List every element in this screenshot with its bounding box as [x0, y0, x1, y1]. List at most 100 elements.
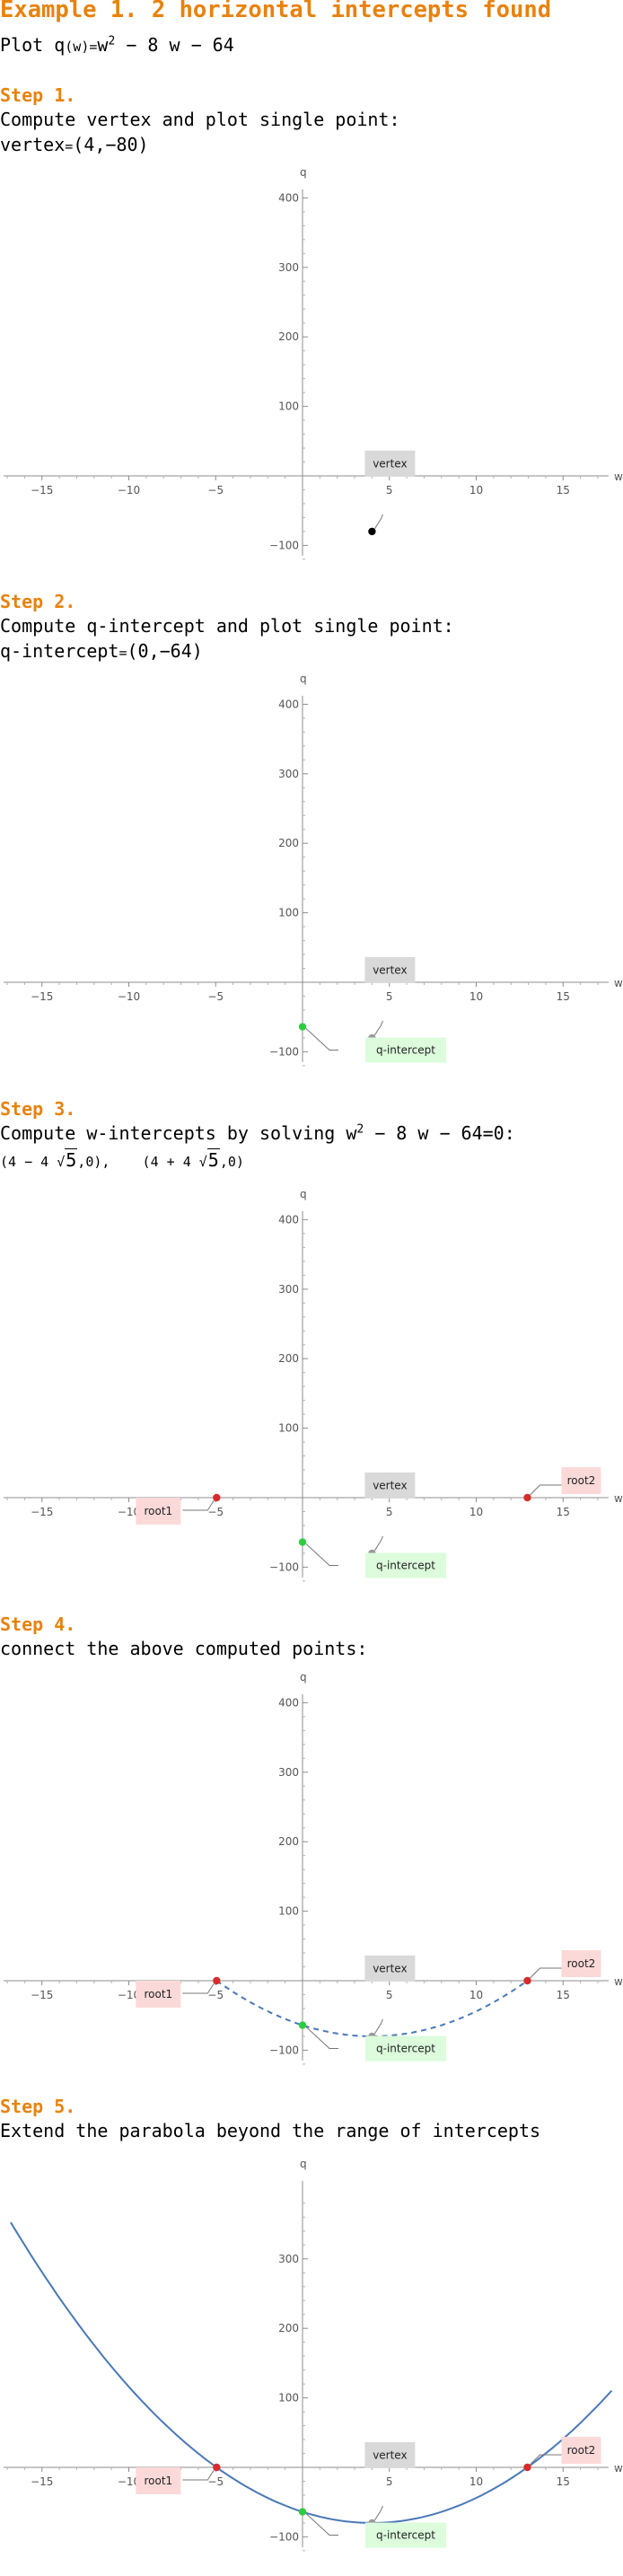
- x-tick-label: 15: [557, 2475, 570, 2488]
- vertex-label-box: [364, 450, 416, 477]
- x-tick-label: −5: [207, 484, 224, 497]
- root2-label: root2: [567, 2444, 596, 2457]
- y-tick-label: −100: [269, 2530, 299, 2543]
- x-tick-label: −15: [31, 484, 53, 497]
- y-tick-label: 200: [278, 330, 299, 343]
- root1-label: root1: [144, 1505, 172, 1517]
- result-name: vertex: [0, 134, 66, 155]
- x-axis-label: w: [614, 2462, 623, 2475]
- step-1-plot: w q −15 −10 −5 5 10 15 −100 100 200 300 400 vertex: [4, 166, 623, 560]
- sqrt-sign: √: [57, 1154, 66, 1170]
- q-intercept-label: q-intercept: [376, 1560, 435, 1572]
- vertex-label-box: [364, 1955, 416, 1982]
- root2-label: root2: [567, 1474, 596, 1487]
- step-2-text: Compute q-intercept and plot single poin…: [0, 615, 454, 637]
- y-axis-label: q: [300, 2158, 307, 2170]
- root1-label-box: [136, 1981, 181, 2008]
- x-tick-label: −10: [118, 2475, 140, 2488]
- parabola-curve: [10, 2221, 613, 2524]
- expression-middle: − 8: [115, 34, 170, 56]
- y-axis-label: q: [300, 166, 307, 179]
- q-intercept-callout-line: [305, 2027, 338, 2050]
- step-3-roots: (4 − 4 √5,0), (4 + 4 √5,0): [0, 1148, 244, 1171]
- vertex-label: vertex: [373, 2449, 407, 2461]
- result-eq: =: [118, 645, 127, 661]
- y-tick-label: 200: [278, 1352, 299, 1365]
- vertex-callout-line: [373, 2505, 383, 2521]
- x-axis-label: w: [614, 1492, 623, 1505]
- x-tick-label: −5: [207, 2475, 224, 2488]
- y-tick-label: 200: [278, 837, 299, 849]
- y-tick-label: −100: [269, 539, 299, 551]
- vertex-label-box: [364, 956, 416, 983]
- step-5-heading: Step 5.: [0, 2096, 76, 2117]
- y-axis-label: q: [300, 1188, 307, 1200]
- x-tick-label: −5: [207, 1989, 224, 2001]
- x-axis-label: w: [614, 470, 623, 483]
- result-eq: =: [65, 138, 74, 154]
- vertex-callout-line: [373, 514, 383, 530]
- x-tick-label: −5: [207, 990, 224, 1003]
- y-tick-label: 300: [278, 1283, 299, 1296]
- q-intercept-label: q-intercept: [376, 2529, 435, 2542]
- expression-variable: w: [97, 34, 109, 56]
- root2-label: root2: [567, 1957, 596, 1970]
- q-intercept-point: [298, 2021, 307, 2029]
- root1-close: ,0),: [77, 1154, 110, 1170]
- y-tick-label: 100: [278, 907, 299, 919]
- sqrt-sign: √: [198, 1154, 207, 1170]
- root1-point: [213, 2463, 221, 2472]
- root2-open: (4 + 4: [142, 1154, 199, 1170]
- q-intercept-label-box: [365, 2035, 446, 2062]
- y-tick-label: 200: [278, 2322, 299, 2334]
- x-tick-label: −10: [118, 1506, 140, 1518]
- y-tick-label: −100: [269, 1045, 299, 1058]
- step-4-plot: w q −15 −10 −5 5 10 15 −100 100 200 300 400 vertex q-i…: [4, 1671, 623, 2065]
- step-1-heading: Step 1.: [0, 84, 76, 106]
- q-intercept-callout-line: [305, 2513, 338, 2536]
- q-intercept-label-box: [365, 1552, 446, 1578]
- y-axis-label: q: [300, 673, 307, 685]
- root1-callout-line: [182, 1499, 215, 1511]
- vertex-label: vertex: [373, 457, 407, 470]
- vertex-callout-line: [373, 1020, 383, 1036]
- x-tick-label: −10: [118, 990, 140, 1003]
- result-value: (4,−80): [73, 134, 149, 155]
- step-5-plot: w q −15 −10 −5 5 10 15 −100 100 200 300 vertex q-inte…: [4, 2158, 623, 2552]
- vertex-point: [368, 527, 376, 536]
- x-tick-label: 5: [386, 2475, 393, 2488]
- parabola-curve: [215, 1980, 529, 2037]
- page-title: Example 1. 2 horizontal intercepts found: [0, 0, 552, 23]
- x-tick-label: 5: [386, 1989, 393, 2001]
- root1-label: root1: [144, 2475, 172, 2487]
- step-3-exponent: 2: [356, 1122, 364, 1137]
- y-tick-label: 100: [278, 400, 299, 413]
- y-tick-label: 300: [278, 2253, 299, 2265]
- step-3-text: Compute w-intercepts by solving w2 − 8 w…: [0, 1122, 515, 1144]
- root1-radicand: 5: [65, 1148, 78, 1171]
- x-tick-label: −10: [118, 484, 140, 497]
- step-3-text-b: − 8 w − 64=0:: [364, 1122, 515, 1144]
- vertex-callout-line: [373, 1535, 383, 1552]
- step-1-text: Compute vertex and plot single point:: [0, 109, 400, 130]
- step-2-plot: w q −15 −10 −5 5 10 15 −100 100 200 300 400 vertex q-i…: [4, 673, 623, 1067]
- x-tick-label: −10: [118, 1989, 140, 2001]
- intro-line: Plot q(w)=w2 − 8 w − 64: [0, 34, 234, 56]
- root2-label-box: [561, 1467, 601, 1494]
- root1-label: root1: [144, 1988, 172, 2000]
- q-intercept-callout-line: [305, 1543, 338, 1567]
- result-name: q-intercept: [0, 640, 119, 662]
- x-tick-label: 10: [469, 1989, 483, 2001]
- step-4-text: connect the above computed points:: [0, 1638, 368, 1659]
- x-tick-label: 15: [557, 1506, 570, 1518]
- x-tick-label: −15: [31, 1989, 53, 2001]
- y-tick-label: −100: [269, 1561, 299, 1573]
- x-tick-label: 5: [386, 1506, 393, 1518]
- x-tick-label: 10: [469, 484, 483, 497]
- y-tick-label: 300: [278, 1766, 299, 1779]
- step-2-heading: Step 2.: [0, 591, 76, 612]
- expression-variable-2: w: [169, 34, 180, 56]
- root2-close: ,0): [219, 1154, 244, 1170]
- q-intercept-point: [298, 1023, 307, 1031]
- x-axis-label: w: [614, 977, 623, 989]
